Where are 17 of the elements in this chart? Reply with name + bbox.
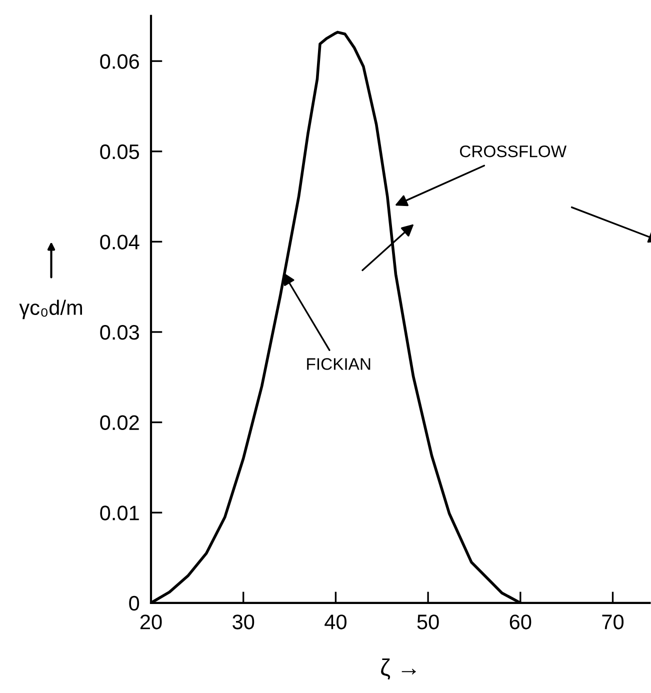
x-tick-label: 60 xyxy=(510,614,532,630)
y-tick-label: 0.03 xyxy=(100,325,139,340)
y-tick-label: 0.06 xyxy=(100,54,139,69)
annotation: FICKIAN xyxy=(307,358,370,370)
x-axis-title: ζ → xyxy=(381,658,416,680)
y-tick-label: 0.05 xyxy=(100,144,140,160)
y-axis-title: γc₀d/m xyxy=(19,300,82,320)
y-tick-label: 0.04 xyxy=(100,234,140,250)
x-tick-label: 40 xyxy=(324,614,346,630)
y-tick-label: 0.02 xyxy=(100,415,139,430)
annotation: CROSSFLOW xyxy=(460,145,567,158)
y-tick-label: 0 xyxy=(129,596,140,611)
y-tick-label: 0.01 xyxy=(100,506,139,520)
x-tick-label: 20 xyxy=(140,614,162,630)
x-tick-label: 70 xyxy=(602,614,624,630)
x-tick-label: 30 xyxy=(232,614,254,630)
x-tick-label: 50 xyxy=(417,614,439,630)
